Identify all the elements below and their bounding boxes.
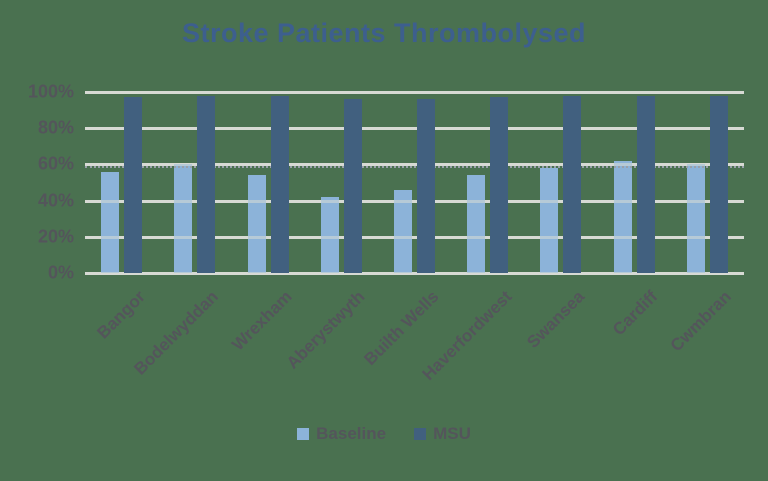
bar-msu [124,97,143,273]
bar-group: Wrexham [228,92,295,354]
legend-label: Baseline [316,424,387,443]
legend-label: MSU [433,424,471,443]
plot-area: Bangor Bodelwyddan Wrexham Aberystwyth Built… [85,91,744,384]
bar-msu [416,99,435,273]
bar-baseline [686,164,705,273]
y-axis-tick-label: 100% [27,81,74,102]
bar-msu [343,99,362,273]
bar-baseline [247,175,266,273]
bar-msu [563,95,582,273]
legend-item-msu: MSU [414,424,471,444]
bar-msu [490,97,509,273]
bars-layer: Bangor Bodelwyddan Wrexham Aberystwyth Built… [85,92,744,384]
bar-baseline [393,189,412,273]
x-axis-label: Cardiff [609,287,662,340]
bar-baseline [467,175,486,273]
bar-group: Builth Wells [360,92,442,369]
y-axis-tick-label: 60% [37,153,74,174]
y-axis-tick-label: 0% [47,262,74,283]
legend-item-baseline: Baseline [297,424,386,444]
bar-baseline [320,196,339,273]
bar-baseline [613,160,632,273]
legend-swatch-baseline [297,428,310,440]
x-axis-label: Swansea [523,287,589,352]
y-axis-tick-label: 20% [37,226,74,247]
bar-msu [270,95,289,273]
x-axis-label: Bangor [93,287,150,343]
bar-group: Swansea [523,92,588,352]
x-axis-label: Wrexham [228,287,296,355]
bar-msu [709,95,728,273]
bar-group: Cwmbran [667,92,735,355]
bar-group: Cardiff [609,92,662,339]
bar-msu [197,95,216,273]
y-axis-tick-label: 40% [37,190,74,211]
bar-group: Aberystwyth [283,92,369,373]
legend-swatch-msu [414,428,427,440]
legend: Baseline MSU [0,424,768,444]
y-axis-tick-label: 80% [37,117,74,138]
chart-title: Stroke Patients Thrombolysed [181,18,587,48]
bar-group: Bodelwyddan [131,92,222,379]
y-axis: 0% 20% 40% 60% 80% 100% [0,82,74,283]
x-axis-label: Cwmbran [666,287,735,356]
bar-group: Bangor [94,92,149,343]
bar-baseline [174,164,193,273]
bar-msu [636,95,655,273]
bar-baseline [540,168,559,273]
bar-baseline [101,171,120,273]
bar-group: Haverfordwest [418,92,515,384]
